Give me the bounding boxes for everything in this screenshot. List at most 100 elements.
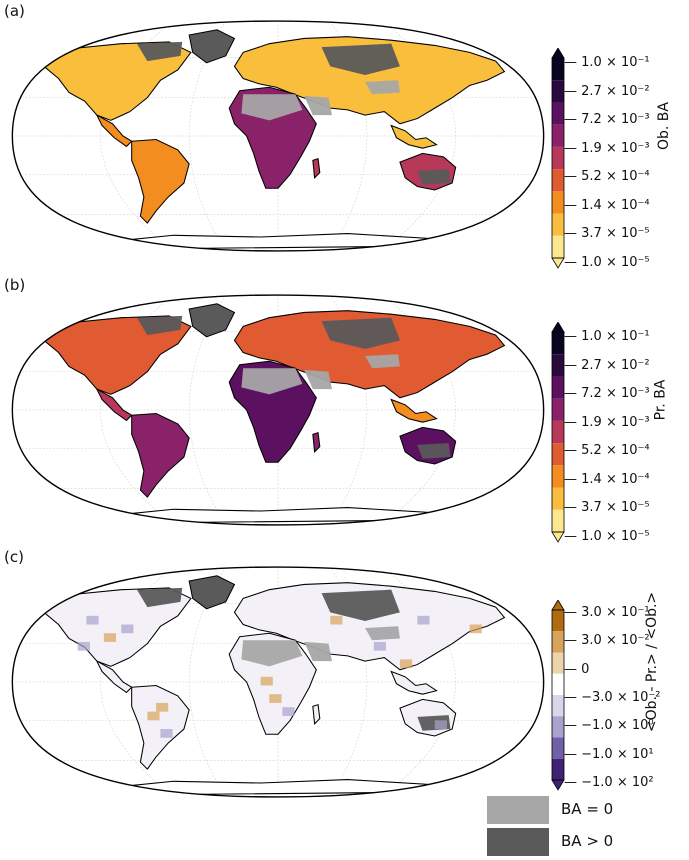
colorbar-tick-label: — 1.0 × 10⁻⁵ [564, 529, 650, 544]
legend-item-ba-positive: BA > 0 [487, 828, 687, 860]
landmass-greenland [188, 575, 236, 610]
landmass-europe-asia [233, 36, 506, 125]
panel-label: (c) [4, 548, 24, 566]
ba-region [304, 641, 332, 662]
panel-a: (a) — 1.0 × 10⁻¹ — 2.7 × 10⁻² — 7.2 × 10⁻³… [0, 0, 689, 272]
colorbar-tick-label: — −1.0 × 10⁰ [564, 718, 654, 734]
colorbar-segment [552, 631, 564, 653]
difference-speckle [77, 615, 482, 738]
colorbar-segment [552, 487, 564, 510]
landmass-madagascar [312, 431, 321, 453]
world-map-observed [11, 20, 545, 252]
colorbar-tick-label: — 5.2 × 10⁻⁴ [564, 443, 650, 459]
colorbar-tick-label: — 3.7 × 10⁻⁵ [564, 500, 650, 516]
colorbar-tick-label: — 3.0 × 10⁻² [564, 633, 650, 649]
colorbar-tick-label: — 1.4 × 10⁻⁴ [564, 197, 650, 213]
colorbar [551, 48, 565, 269]
colorbar-tick-label: — 1.9 × 10⁻³ [564, 140, 650, 156]
colorbar-tick-label: — 1.0 × 10⁻⁵ [564, 255, 650, 270]
legend-label: BA > 0 [561, 832, 614, 850]
ba-region [241, 640, 303, 667]
map-frame [11, 294, 545, 526]
colorbar-tick-label: — −1.0 × 10² [564, 775, 654, 790]
colorbar-segment [552, 332, 564, 355]
legend-item-ba-zero: BA = 0 [487, 796, 687, 828]
colorbar-segment [552, 146, 564, 170]
landmass-greenland [188, 303, 236, 338]
colorbar-segment [552, 235, 564, 258]
ba-region [321, 589, 400, 622]
map-frame [11, 20, 545, 252]
landmass-madagascar [312, 157, 321, 179]
colorbar-segment [552, 673, 564, 695]
colorbar-segment [552, 80, 564, 103]
ba-region [304, 369, 332, 390]
ba-region [321, 43, 400, 76]
colorbar-segment [552, 652, 564, 674]
landmass-southeast-asia [390, 670, 438, 695]
landmass-south-america [131, 684, 190, 770]
colorbar [551, 322, 565, 543]
colorbar-tick-label: — 3.0 × 10⁻¹ [564, 605, 650, 620]
colorbar-tick-label: — 2.7 × 10⁻² [564, 357, 650, 373]
colorbar-title: Pr. BA [652, 379, 669, 421]
panel-label: (a) [4, 2, 25, 20]
legend-swatch [487, 796, 549, 824]
landmass-south-america [131, 138, 190, 224]
landmass-south-america [131, 412, 190, 498]
legend-label: BA = 0 [561, 800, 614, 818]
colorbar-segment [552, 758, 564, 780]
colorbar-tick-label: — −3.0 × 10⁻² [564, 690, 661, 705]
landmass-europe-asia [233, 582, 506, 671]
landmass-central-america [95, 387, 133, 422]
landmass-north-america [41, 587, 192, 667]
landmass-central-america [95, 659, 133, 694]
colorbar [551, 600, 565, 791]
colorbar-segment [552, 169, 564, 192]
colorbar-tick-label: — 7.2 × 10⁻³ [564, 112, 650, 128]
landmass-greenland [188, 29, 236, 64]
ba-region [417, 443, 451, 459]
world-map-difference [11, 566, 545, 798]
panel-label: (b) [4, 276, 26, 294]
ba-region [365, 626, 400, 641]
landmass-southeast-asia [390, 398, 438, 423]
colorbar-segment [552, 465, 564, 488]
colorbar-segment [552, 124, 564, 147]
colorbar-tick-label: — −1.0 × 10¹ [564, 746, 654, 762]
colorbar-tick-label: — 2.7 × 10⁻² [564, 83, 650, 99]
ba-region [365, 80, 400, 95]
colorbar-title: Ob. BA [656, 102, 672, 150]
landmass-madagascar [312, 703, 321, 725]
ba-region [136, 41, 183, 62]
map-frame [11, 566, 545, 798]
colorbar-segment [552, 58, 564, 81]
colorbar-segment [552, 716, 564, 738]
colorbar-segment [552, 420, 564, 444]
colorbar-segment [552, 102, 564, 125]
colorbar-segment [552, 191, 564, 214]
landmass-southeast-asia [390, 124, 438, 149]
colorbar-tick-label: — 1.9 × 10⁻³ [564, 414, 650, 430]
colorbar-segment [552, 443, 564, 466]
colorbar-segment [552, 354, 564, 377]
ba-region [365, 354, 400, 369]
colorbar-segment [552, 398, 564, 421]
colorbar-tick-label: — 5.2 × 10⁻⁴ [564, 169, 650, 185]
colorbar-tick-label: — 1.0 × 10⁻¹ [564, 55, 650, 70]
panel-b: (b) — 1.0 × 10⁻¹ — 2.7 × 10⁻² — 7.2 × 10⁻³… [0, 274, 689, 546]
panel-c: (c) — 3.0 × 10⁻¹ — 3.0 × 10⁻² — 0 — −3.0 × … [0, 546, 689, 818]
ba-region [304, 95, 332, 116]
ba-region [321, 317, 400, 350]
landmass-north-america [41, 315, 192, 395]
legend-swatch [487, 828, 549, 856]
landmass-north-america [41, 41, 192, 121]
colorbar-segment [552, 610, 564, 632]
colorbar-tick-label: — 7.2 × 10⁻³ [564, 386, 650, 402]
colorbar-segment [552, 695, 564, 717]
ba-region [241, 94, 303, 121]
colorbar-segment [552, 509, 564, 532]
ba-region [136, 587, 183, 608]
colorbar-tick-label: — 3.7 × 10⁻⁵ [564, 226, 650, 242]
world-map-predicted [11, 294, 545, 526]
